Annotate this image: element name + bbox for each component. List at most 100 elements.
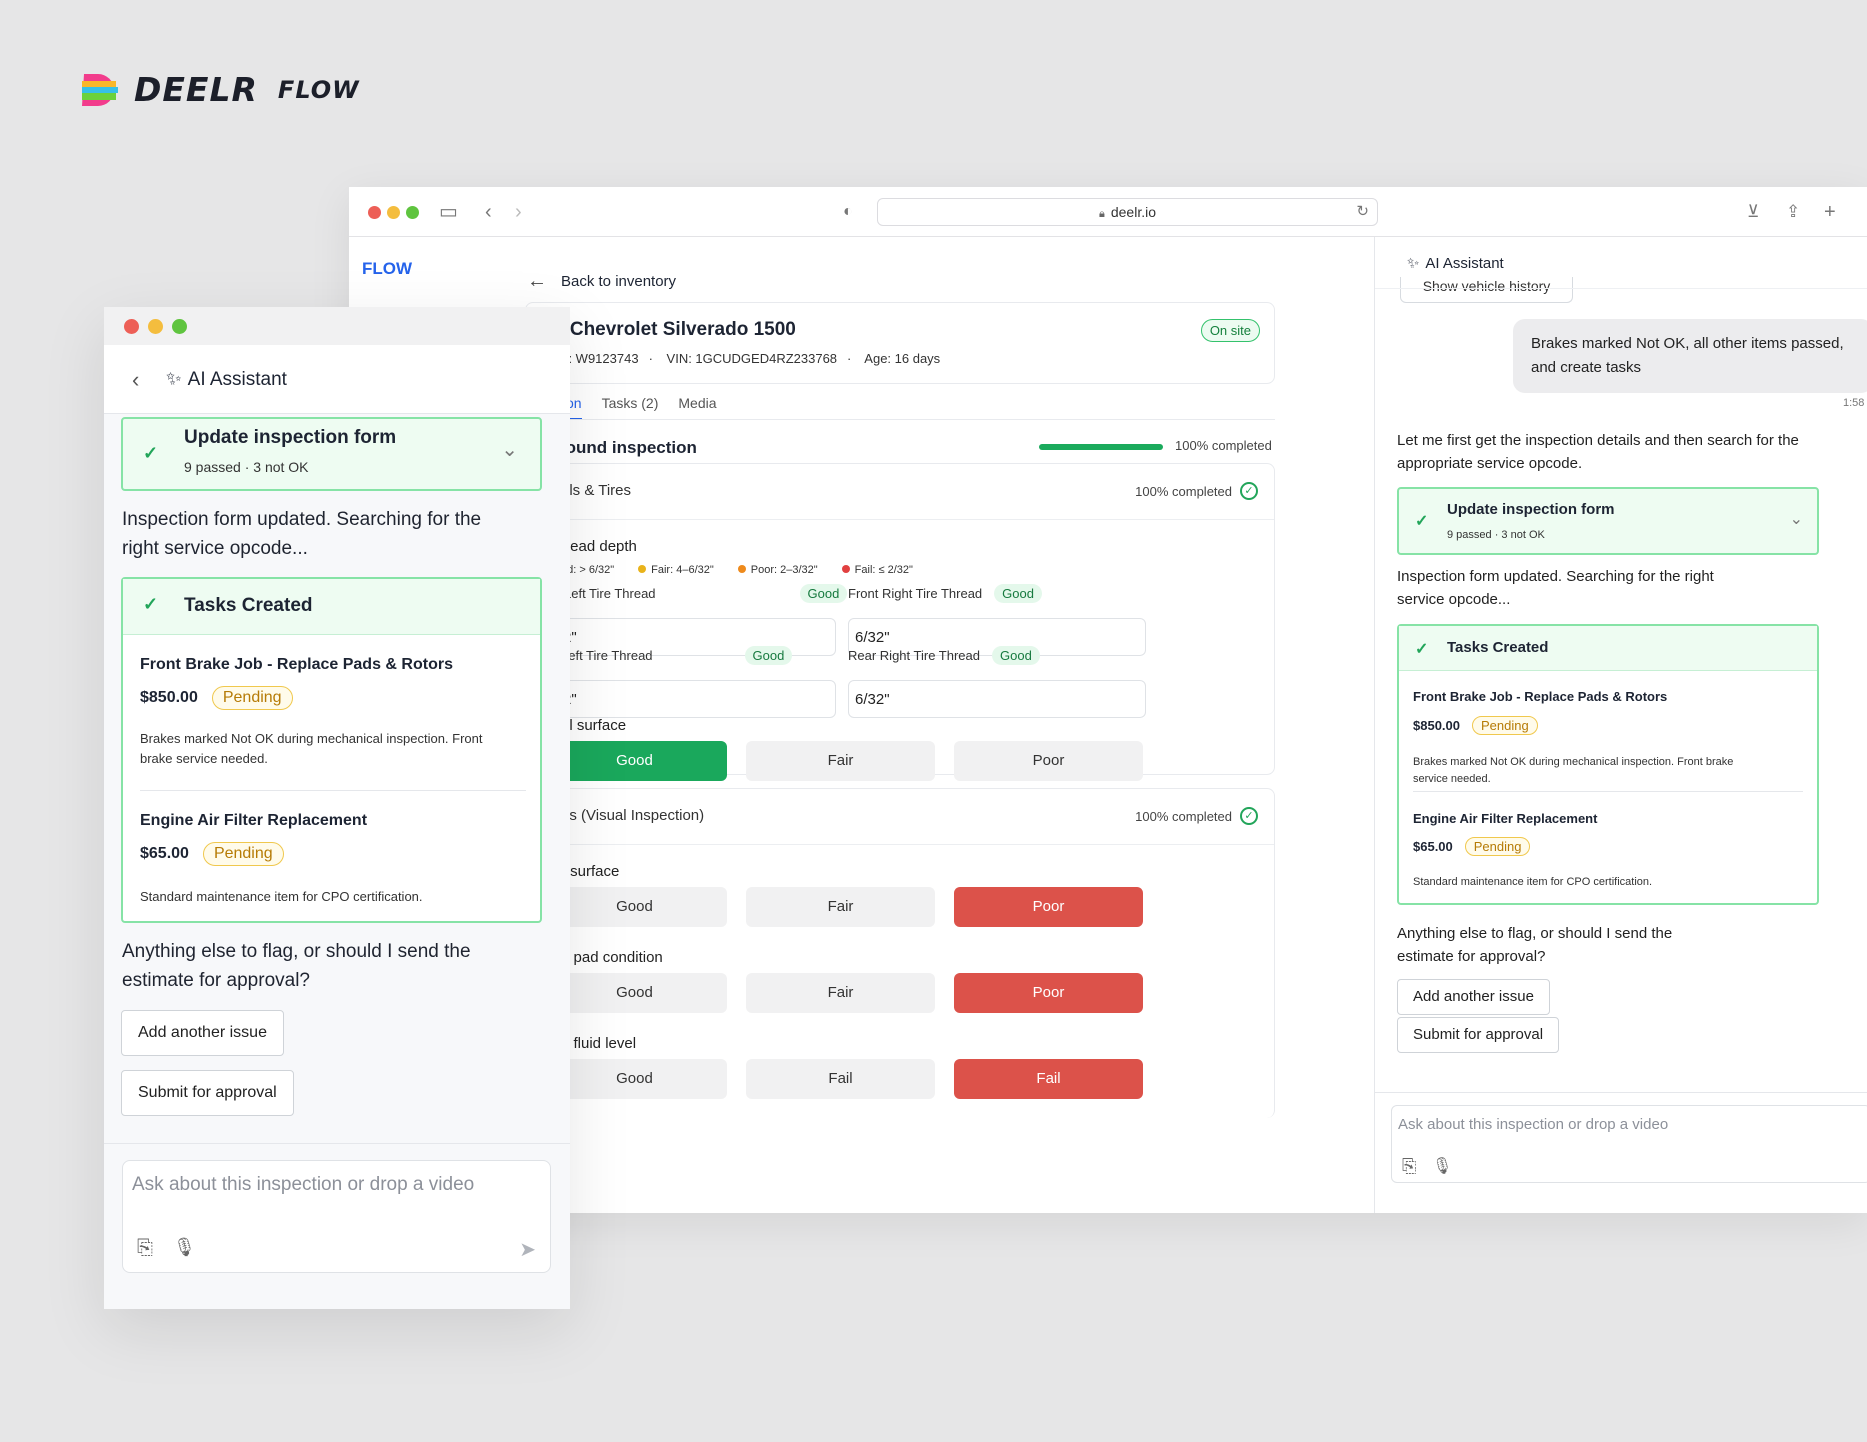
sidebar-flow-label[interactable]: FLOW: [362, 259, 413, 278]
task-item: Front Brake Job - Replace Pads & Rotors: [1413, 689, 1667, 704]
wheel-surface-good[interactable]: Good: [542, 741, 727, 781]
rear-left-input[interactable]: 2": [556, 680, 836, 718]
chat-input[interactable]: Ask about this inspection or drop a vide…: [1391, 1105, 1867, 1183]
pending-badge: Pending: [1464, 837, 1531, 856]
tab-divider: [525, 419, 1275, 420]
minimize-window-button[interactable]: [148, 319, 163, 334]
pad-poor[interactable]: Poor: [954, 973, 1143, 1013]
chevron-down-icon[interactable]: ⌄: [501, 439, 518, 461]
update-sub: 9 passed · 3 not OK: [1447, 529, 1545, 541]
chat-input[interactable]: Ask about this inspection or drop a vide…: [122, 1160, 551, 1273]
update-title: Update inspection form: [1447, 501, 1615, 518]
submit-for-approval-button[interactable]: Submit for approval: [121, 1070, 294, 1116]
microphone-icon[interactable]: 🎙︎: [173, 1237, 196, 1257]
pad-good[interactable]: Good: [542, 973, 727, 1013]
brakes-completed: 100% completed ✓: [1135, 807, 1258, 825]
wheels-card-header[interactable]: els & Tires 100% completed ✓: [526, 464, 1274, 520]
task-price-row: $65.00 Pending: [1413, 837, 1531, 856]
back-icon[interactable]: ‹: [485, 201, 492, 223]
tab-tasks[interactable]: Tasks (2): [601, 395, 659, 411]
assistant-intro: Let me first get the inspection details …: [1397, 432, 1799, 472]
send-icon[interactable]: ➤: [519, 1239, 536, 1261]
tab-media[interactable]: Media: [678, 395, 717, 411]
shield-icon[interactable]: ◐: [843, 203, 853, 220]
brand-name: DEELR: [134, 70, 258, 109]
microphone-icon[interactable]: 🎙︎: [1432, 1158, 1453, 1175]
deelr-flow-logo: DEELR FLOW: [80, 70, 360, 109]
user-message: Brakes marked Not OK, all other items pa…: [1513, 319, 1867, 393]
share-icon[interactable]: ⇪: [1786, 202, 1801, 221]
arrow-left-icon: ←: [527, 270, 547, 292]
task-desc: Brakes marked Not OK during mechanical i…: [1413, 756, 1734, 785]
back-label: Back to inventory: [561, 273, 677, 290]
zoom-window-button[interactable]: [406, 206, 419, 219]
task-name: Engine Air Filter Replacement: [140, 812, 368, 829]
add-another-issue-button[interactable]: Add another issue: [1397, 979, 1550, 1015]
zoom-window-button[interactable]: [172, 319, 187, 334]
rear-left-badge: Good: [744, 646, 793, 665]
chevron-down-icon[interactable]: ⌄: [1789, 511, 1803, 528]
rotor-poor[interactable]: Poor: [954, 887, 1143, 927]
task-price-row: $850.00 Pending: [140, 686, 293, 710]
front-left-label: Left Tire Thread Good: [564, 584, 848, 603]
fluid-good[interactable]: Good: [542, 1059, 727, 1099]
floating-title: AI Assistant: [187, 369, 287, 390]
fluid-fail-selected[interactable]: Fail: [954, 1059, 1143, 1099]
address-bar[interactable]: 🔒︎ deelr.io ↻: [877, 198, 1378, 226]
task-name: Front Brake Job - Replace Pads & Rotors: [140, 656, 453, 673]
legend-fail: Fail: ≤ 2/32": [841, 564, 913, 576]
task-price-row: $850.00 Pending: [1413, 716, 1538, 735]
chevron-left-icon[interactable]: ‹: [132, 367, 140, 392]
submit-for-approval-button[interactable]: Submit for approval: [1397, 1017, 1560, 1053]
forward-icon[interactable]: ›: [515, 201, 522, 223]
task-price: $850.00: [140, 689, 198, 706]
reload-icon[interactable]: ↻: [1356, 203, 1369, 220]
task-desc-wrap: Standard maintenance item for CPO certif…: [1413, 874, 1803, 891]
check-icon: ✓: [143, 594, 159, 614]
show-vehicle-history-button[interactable]: Show vehicle history: [1400, 277, 1573, 303]
rear-right-label: Rear Right Tire Thread Good: [848, 646, 1040, 665]
close-window-button[interactable]: [368, 206, 381, 219]
pending-badge: Pending: [202, 842, 284, 866]
update-inspection-card[interactable]: ✓ Update inspection form 9 passed · 3 no…: [1397, 487, 1819, 555]
new-tab-icon[interactable]: +: [1824, 201, 1836, 223]
wheels-card-title: els & Tires: [561, 482, 632, 499]
close-window-button[interactable]: [124, 319, 139, 334]
wheel-surface-poor[interactable]: Poor: [954, 741, 1143, 781]
searching-text: Inspection form updated. Searching for t…: [122, 509, 482, 559]
minimize-window-button[interactable]: [387, 206, 400, 219]
tread-depth-label: tread depth: [561, 538, 637, 555]
task-price: $65.00: [140, 845, 189, 862]
sidebar-toggle-icon[interactable]: ▭: [439, 201, 458, 223]
tasks-header: ✓ Tasks Created: [123, 579, 540, 635]
download-icon[interactable]: ⊻: [1747, 202, 1760, 221]
legend-good: od: > 6/32": [561, 564, 615, 576]
check-icon: ✓: [1415, 641, 1429, 658]
ai-assistant-header: ✨︎ AI Assistant: [1407, 255, 1512, 272]
task-price: $850.00: [1413, 718, 1460, 733]
rear-right-input[interactable]: 6/32": [848, 680, 1146, 718]
wheel-surface-fair[interactable]: Fair: [746, 741, 935, 781]
brakes-card: es (Visual Inspection) 100% completed ✓ …: [525, 788, 1275, 1118]
paperclip-icon[interactable]: ⎘: [1402, 1156, 1417, 1176]
floating-window-titlebar: [104, 307, 570, 345]
brand-sub: FLOW: [277, 75, 360, 104]
vehicle-stock: : #: W9123743: [554, 351, 639, 366]
rotor-good[interactable]: Good: [542, 887, 727, 927]
add-another-issue-button[interactable]: Add another issue: [121, 1010, 284, 1056]
back-to-inventory-link[interactable]: ← Back to inventory: [527, 270, 676, 293]
brakes-card-header[interactable]: es (Visual Inspection) 100% completed ✓: [526, 789, 1274, 845]
fluid-fail[interactable]: Fail: [746, 1059, 935, 1099]
wheels-tires-card: els & Tires 100% completed ✓ tread depth…: [525, 463, 1275, 781]
update-inspection-card[interactable]: ✓ Update inspection form 9 passed · 3 no…: [121, 417, 542, 491]
paperclip-icon[interactable]: ⎘: [137, 1237, 153, 1259]
vehicle-tabs: tion Tasks (2) Media: [559, 387, 717, 420]
rotor-fair[interactable]: Fair: [746, 887, 935, 927]
pad-fair[interactable]: Fair: [746, 973, 935, 1013]
update-title: Update inspection form: [184, 427, 397, 448]
brakes-card-title: es (Visual Inspection): [561, 807, 705, 824]
main-content: ← Back to inventory 0 Chevrolet Silverad…: [349, 237, 1374, 1213]
task-desc-wrap: Standard maintenance item for CPO certif…: [140, 887, 510, 907]
legend-poor: Poor: 2–3/32": [737, 564, 818, 576]
floating-assistant-header: ‹ ✨︎ AI Assistant: [104, 345, 570, 414]
